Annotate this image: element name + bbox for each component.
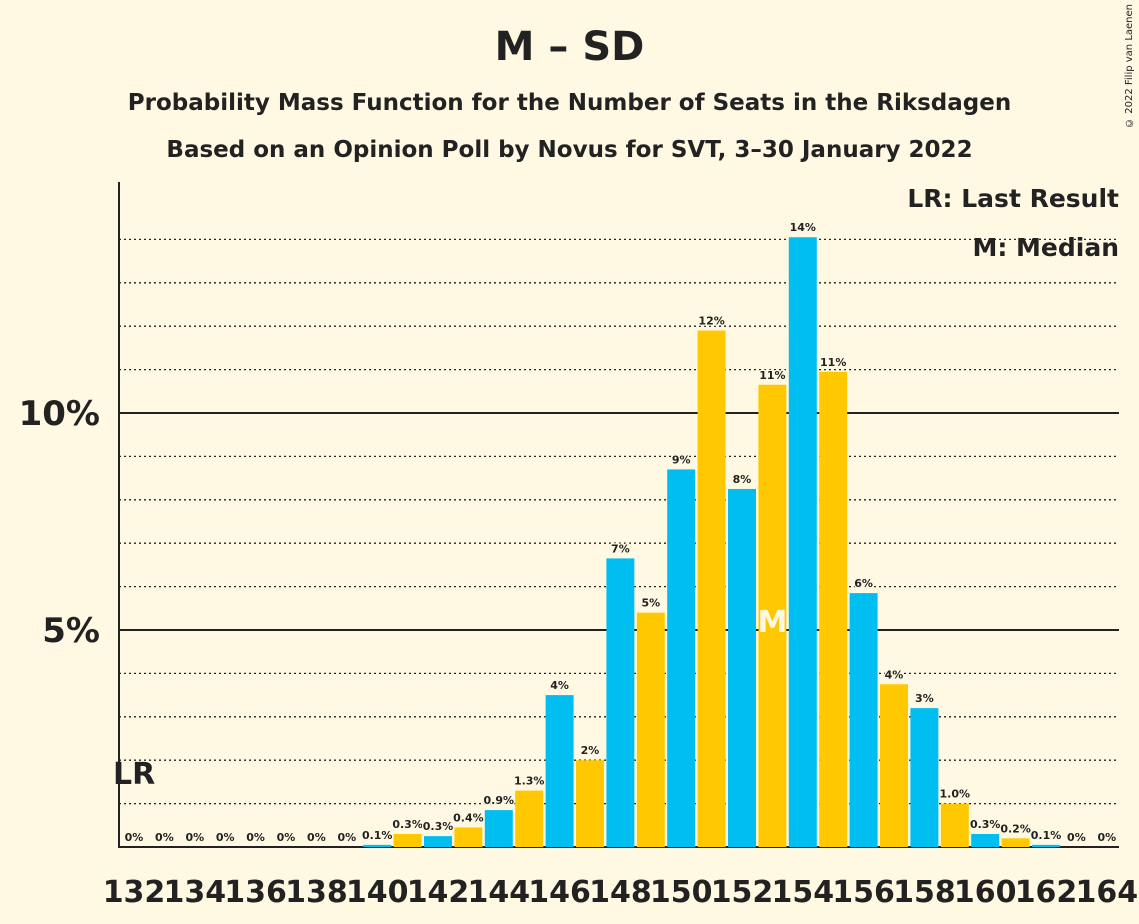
data-label-seat-144: 0.9% xyxy=(484,794,515,807)
data-label-seat-159: 1.0% xyxy=(940,788,971,801)
bar-seat-161 xyxy=(1001,838,1030,847)
data-label-seat-139: 0% xyxy=(337,831,356,844)
x-tick-label: 140 xyxy=(346,875,409,910)
data-label-seat-152: 8% xyxy=(733,473,752,486)
data-label-seat-137: 0% xyxy=(277,831,296,844)
bar-seat-142 xyxy=(424,836,452,847)
data-label-seat-136: 0% xyxy=(246,831,265,844)
bar-seat-144 xyxy=(484,810,513,847)
legend-last-result: LR: Last Result xyxy=(907,184,1119,213)
bar-seat-147 xyxy=(576,760,604,847)
chart-title: M – SD xyxy=(494,24,645,70)
x-tick-label: 160 xyxy=(954,875,1017,910)
bar-seat-148 xyxy=(606,558,635,847)
last-result-marker: LR xyxy=(113,757,155,792)
x-tick-label: 156 xyxy=(832,875,895,910)
bar-seat-162 xyxy=(1032,844,1060,847)
data-label-seat-147: 2% xyxy=(581,744,600,757)
x-tick-label: 148 xyxy=(589,875,652,910)
bar-seat-140 xyxy=(363,844,392,847)
data-label-seat-148: 7% xyxy=(611,542,630,555)
x-tick-label: 134 xyxy=(163,875,226,910)
data-label-seat-156: 6% xyxy=(854,577,873,590)
data-label-seat-160: 0.3% xyxy=(970,818,1001,831)
legend-median: M: Median xyxy=(972,233,1119,262)
bar-seat-154 xyxy=(788,237,817,848)
median-marker: M xyxy=(757,605,787,640)
bar-seat-145 xyxy=(515,790,544,847)
x-tick-label: 138 xyxy=(285,875,348,910)
data-label-seat-132: 0% xyxy=(125,831,144,844)
data-label-seat-141: 0.3% xyxy=(392,818,423,831)
bar-seat-152 xyxy=(728,488,756,847)
x-tick-label: 132 xyxy=(103,875,166,910)
x-tick-label: 144 xyxy=(467,875,530,910)
data-label-seat-163: 0% xyxy=(1067,831,1086,844)
x-tick-label: 164 xyxy=(1075,875,1138,910)
bar-seat-141 xyxy=(393,833,422,847)
bar-seat-153 xyxy=(758,384,787,847)
bar-seat-159 xyxy=(940,803,969,847)
y-tick-label: 5% xyxy=(42,611,100,651)
bar-seat-151 xyxy=(697,330,726,847)
data-label-seat-143: 0.4% xyxy=(453,811,484,824)
chart-subtitle-poll: Based on an Opinion Poll by Novus for SV… xyxy=(166,137,973,163)
x-tick-label: 158 xyxy=(893,875,956,910)
bar-seat-149 xyxy=(636,612,665,847)
bar-seat-155 xyxy=(819,371,848,847)
data-label-seat-154: 14% xyxy=(790,221,816,234)
x-tick-label: 154 xyxy=(771,875,834,910)
data-label-seat-155: 11% xyxy=(820,356,846,369)
bar-seat-160 xyxy=(971,833,1000,847)
bar-seat-146 xyxy=(545,695,574,847)
data-label-seat-142: 0.3% xyxy=(423,820,454,833)
x-tick-label: 136 xyxy=(224,875,287,910)
data-label-seat-162: 0.1% xyxy=(1031,829,1062,842)
data-label-seat-161: 0.2% xyxy=(1000,822,1031,835)
bar-seat-150 xyxy=(667,469,696,847)
data-label-seat-133: 0% xyxy=(155,831,174,844)
bar-seat-143 xyxy=(454,827,483,847)
data-label-seat-149: 5% xyxy=(641,597,660,610)
data-label-seat-145: 1.3% xyxy=(514,775,545,788)
data-label-seat-134: 0% xyxy=(185,831,204,844)
data-label-seat-135: 0% xyxy=(216,831,235,844)
data-label-seat-150: 9% xyxy=(672,453,691,466)
x-tick-label: 162 xyxy=(1015,875,1078,910)
bar-seat-156 xyxy=(849,593,878,847)
x-tick-label: 142 xyxy=(407,875,470,910)
data-label-seat-164: 0% xyxy=(1097,831,1116,844)
bar-seat-158 xyxy=(910,708,939,847)
data-label-seat-157: 4% xyxy=(885,668,904,681)
data-label-seat-138: 0% xyxy=(307,831,326,844)
data-label-seat-158: 3% xyxy=(915,692,934,705)
data-label-seat-153: 11% xyxy=(759,369,785,382)
bar-seat-157 xyxy=(880,684,908,847)
x-tick-label: 146 xyxy=(528,875,591,910)
data-label-seat-146: 4% xyxy=(550,679,569,692)
data-label-seat-151: 12% xyxy=(698,315,724,328)
y-tick-label: 10% xyxy=(19,394,100,434)
x-tick-label: 150 xyxy=(650,875,713,910)
data-label-seat-140: 0.1% xyxy=(362,829,393,842)
x-tick-label: 152 xyxy=(711,875,774,910)
chart-subtitle: Probability Mass Function for the Number… xyxy=(127,90,1012,116)
